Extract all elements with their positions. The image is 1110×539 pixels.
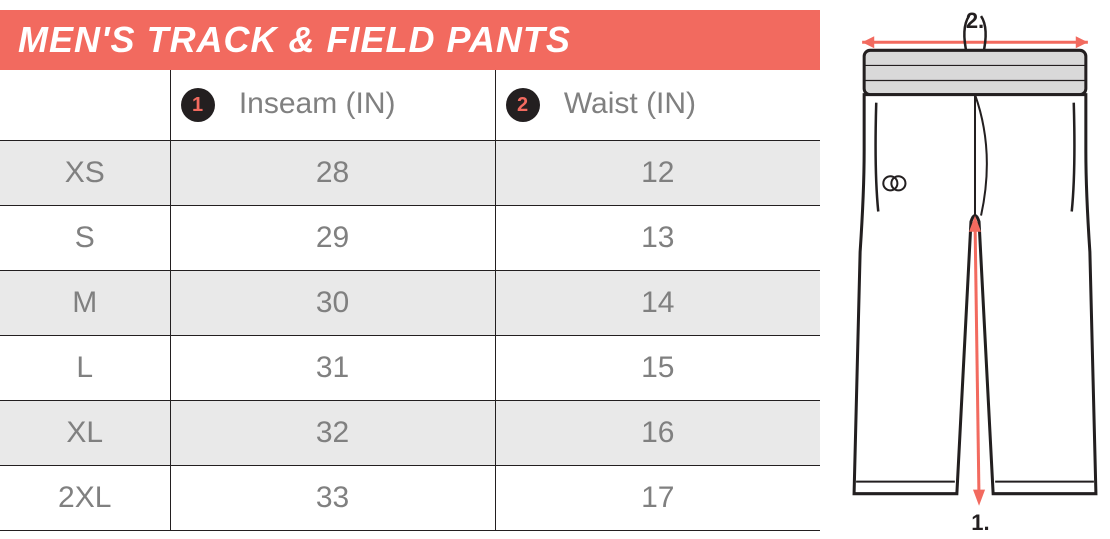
table-row: XL3216 — [0, 400, 820, 465]
waist-cell: 12 — [495, 140, 820, 205]
size-cell: S — [0, 205, 170, 270]
inseam-cell: 29 — [170, 205, 495, 270]
inseam-cell: 32 — [170, 400, 495, 465]
waist-measure-line — [862, 36, 1088, 48]
size-cell: M — [0, 270, 170, 335]
inseam-cell: 30 — [170, 270, 495, 335]
waist-marker-label: 2. — [966, 8, 984, 34]
inseam-column-header: 1 Inseam (IN) — [170, 70, 495, 140]
waist-column-header: 2 Waist (IN) — [495, 70, 820, 140]
size-table: 1 Inseam (IN) 2 Waist (IN) XS2812S2913M3… — [0, 70, 820, 531]
waist-header-label: Waist (IN) — [564, 87, 696, 120]
table-row: XS2812 — [0, 140, 820, 205]
inseam-marker-label: 1. — [971, 510, 989, 536]
size-chart-panel: MEN'S TRACK & FIELD PANTS 1 Inseam (IN) … — [0, 10, 820, 534]
waist-cell: 15 — [495, 335, 820, 400]
waist-cell: 17 — [495, 465, 820, 530]
waist-cell: 13 — [495, 205, 820, 270]
waist-cell: 14 — [495, 270, 820, 335]
inseam-header-label: Inseam (IN) — [239, 87, 396, 120]
waistband — [864, 50, 1086, 94]
size-column-header — [0, 70, 170, 140]
table-row: M3014 — [0, 270, 820, 335]
inseam-cell: 31 — [170, 335, 495, 400]
badge-2-icon: 2 — [506, 88, 540, 122]
size-cell: 2XL — [0, 465, 170, 530]
chart-title: MEN'S TRACK & FIELD PANTS — [0, 10, 820, 70]
size-table-body: XS2812S2913M3014L3115XL32162XL3317 — [0, 140, 820, 530]
pants-diagram-panel: 2. — [840, 10, 1110, 534]
inseam-cell: 33 — [170, 465, 495, 530]
size-cell: L — [0, 335, 170, 400]
size-cell: XS — [0, 140, 170, 205]
pants-diagram — [840, 10, 1110, 534]
badge-1-icon: 1 — [181, 88, 215, 122]
table-row: L3115 — [0, 335, 820, 400]
waist-cell: 16 — [495, 400, 820, 465]
table-row: 2XL3317 — [0, 465, 820, 530]
size-cell: XL — [0, 400, 170, 465]
table-row: S2913 — [0, 205, 820, 270]
inseam-cell: 28 — [170, 140, 495, 205]
